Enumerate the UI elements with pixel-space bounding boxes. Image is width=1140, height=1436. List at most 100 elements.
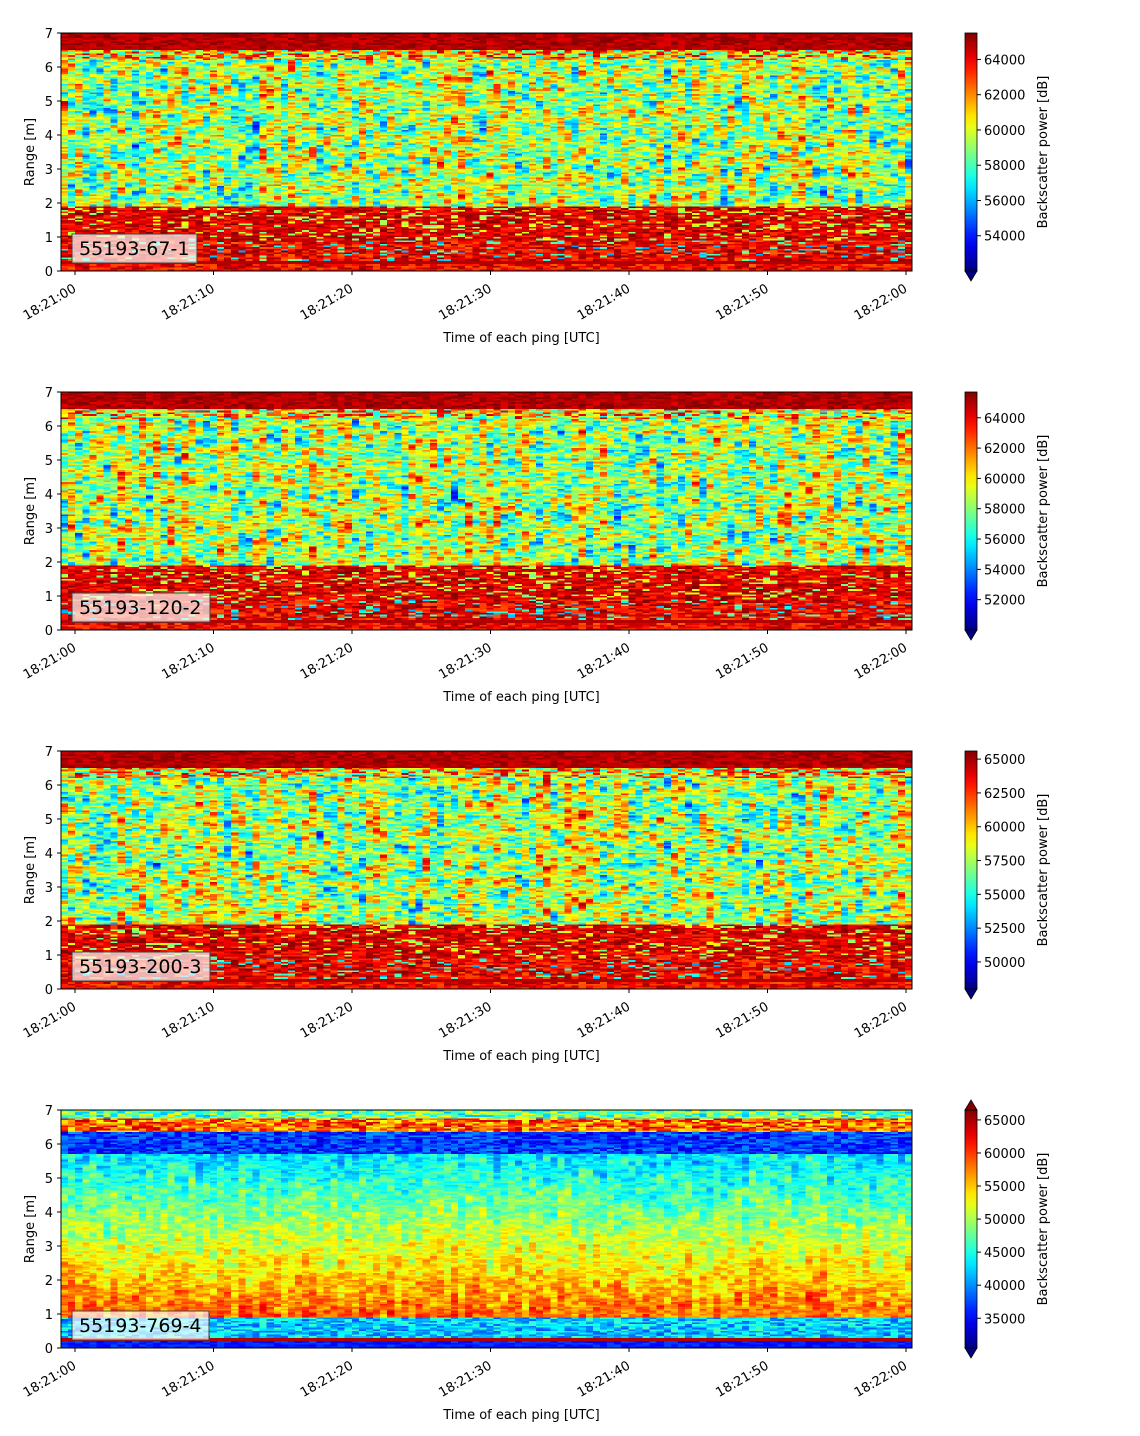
y-tick-label: 2 xyxy=(45,556,53,571)
colorbar-tick-label: 62000 xyxy=(984,442,1025,457)
y-tick-label: 2 xyxy=(45,915,53,930)
x-tick-label: 18:21:40 xyxy=(575,640,633,682)
x-axis-label: Time of each ping [UTC] xyxy=(442,1408,600,1423)
x-tick-label: 18:21:40 xyxy=(575,281,633,323)
y-tick-label: 5 xyxy=(45,813,53,828)
colorbar-extend-max xyxy=(964,1099,978,1111)
colorbar-label: Backscatter power [dB] xyxy=(1036,794,1051,947)
x-tick-label: 18:21:30 xyxy=(436,1358,494,1400)
colorbar-tick-label: 60000 xyxy=(984,821,1025,836)
colorbar-tick-label: 54000 xyxy=(984,563,1025,578)
colorbar-tick-label: 35000 xyxy=(984,1312,1025,1327)
colorbar-tick-label: 54000 xyxy=(984,230,1025,245)
profile-label-box xyxy=(71,592,211,623)
echogram-heatmap xyxy=(61,392,912,630)
colorbar-tick-label: 60000 xyxy=(984,124,1025,139)
x-tick-label: 18:21:40 xyxy=(575,999,633,1041)
y-tick-label: 5 xyxy=(45,95,53,110)
y-tick-label: 4 xyxy=(45,1206,53,1221)
y-tick-label: 6 xyxy=(45,779,53,794)
colorbar-tick-label: 45000 xyxy=(984,1246,1025,1261)
colorbar-extend-min xyxy=(964,1347,978,1359)
x-tick-label: 18:22:00 xyxy=(852,640,910,682)
x-tick-label: 18:22:00 xyxy=(852,999,910,1041)
x-axis-label: Time of each ping [UTC] xyxy=(442,1049,600,1064)
y-tick-label: 7 xyxy=(45,1104,53,1119)
x-tick-label: 18:21:50 xyxy=(713,1358,771,1400)
echogram-panel-1: 0 1 2 3 4 5 6 7 18:21:00 18:21:10 18:21:20 18:21:30… xyxy=(21,27,1051,346)
profile-label: 55193-120-2 xyxy=(79,597,202,619)
echogram-heatmap xyxy=(61,751,912,989)
colorbar-extend-min xyxy=(964,629,978,641)
profile-label-box xyxy=(71,233,198,264)
x-tick-label: 18:21:00 xyxy=(21,1358,79,1400)
colorbar-tick-label: 50000 xyxy=(984,1213,1025,1228)
echogram-panel-3: 0 1 2 3 4 5 6 7 18:21:00 18:21:10 18:21:20 18:21:30… xyxy=(21,745,1051,1064)
colorbar-tick-label: 56000 xyxy=(984,194,1025,209)
y-tick-label: 2 xyxy=(45,197,53,212)
x-tick-label: 18:21:00 xyxy=(21,281,79,323)
colorbar-tick-label: 52000 xyxy=(984,594,1025,609)
colorbar-tick-label: 40000 xyxy=(984,1279,1025,1294)
y-tick-label: 5 xyxy=(45,1172,53,1187)
x-tick-label: 18:22:00 xyxy=(852,1358,910,1400)
colorbar-tick-label: 58000 xyxy=(984,503,1025,518)
colorbar-extend-min xyxy=(964,270,978,282)
profile-label-box xyxy=(71,1310,210,1341)
y-tick-label: 7 xyxy=(45,27,53,42)
y-tick-label: 3 xyxy=(45,163,53,178)
x-tick-label: 18:21:10 xyxy=(159,1358,217,1400)
profile-label-box xyxy=(71,951,211,982)
plot-frame xyxy=(60,750,913,990)
colorbar-tick-label: 52500 xyxy=(984,922,1025,937)
y-tick-label: 3 xyxy=(45,881,53,896)
colorbar-tick-label: 57500 xyxy=(984,855,1025,870)
profile-label: 55193-769-4 xyxy=(79,1315,202,1337)
profile-label: 55193-67-1 xyxy=(79,238,189,260)
x-tick-label: 18:21:00 xyxy=(21,640,79,682)
y-axis-label: Range [m] xyxy=(23,836,38,904)
y-tick-label: 1 xyxy=(45,949,53,964)
x-axis-label: Time of each ping [UTC] xyxy=(442,690,600,705)
y-axis-label: Range [m] xyxy=(23,118,38,186)
colorbar xyxy=(964,750,978,990)
x-axis-label: Time of each ping [UTC] xyxy=(442,331,600,346)
x-tick-label: 18:21:20 xyxy=(298,640,356,682)
x-tick-label: 18:21:40 xyxy=(575,1358,633,1400)
colorbar-label: Backscatter power [dB] xyxy=(1036,1153,1051,1306)
colorbar-tick-label: 60000 xyxy=(984,1147,1025,1162)
colorbar-tick-label: 50000 xyxy=(984,956,1025,971)
plot-frame xyxy=(60,32,913,272)
colorbar-tick-label: 65000 xyxy=(984,1114,1025,1129)
colorbar xyxy=(964,32,978,272)
colorbar-tick-label: 64000 xyxy=(984,53,1025,68)
x-tick-label: 18:21:20 xyxy=(298,999,356,1041)
x-tick-label: 18:22:00 xyxy=(852,281,910,323)
x-tick-label: 18:21:10 xyxy=(159,999,217,1041)
y-tick-label: 6 xyxy=(45,1138,53,1153)
y-axis-label: Range [m] xyxy=(23,477,38,545)
x-tick-label: 18:21:00 xyxy=(21,999,79,1041)
echogram-heatmap xyxy=(61,33,912,271)
y-tick-label: 7 xyxy=(45,386,53,401)
x-tick-label: 18:21:50 xyxy=(713,999,771,1041)
x-tick-label: 18:21:30 xyxy=(436,281,494,323)
plot-frame xyxy=(60,1109,913,1349)
y-tick-label: 0 xyxy=(45,265,53,280)
x-tick-label: 18:21:50 xyxy=(713,640,771,682)
y-tick-label: 2 xyxy=(45,1274,53,1289)
colorbar-tick-label: 62500 xyxy=(984,787,1025,802)
colorbar xyxy=(964,1109,978,1349)
colorbar-tick-label: 62000 xyxy=(984,89,1025,104)
x-tick-label: 18:21:20 xyxy=(298,281,356,323)
colorbar xyxy=(964,391,978,631)
y-tick-label: 0 xyxy=(45,624,53,639)
colorbar-tick-label: 55000 xyxy=(984,888,1025,903)
y-axis-label: Range [m] xyxy=(23,1195,38,1263)
x-tick-label: 18:21:30 xyxy=(436,999,494,1041)
y-tick-label: 3 xyxy=(45,1240,53,1255)
y-tick-label: 1 xyxy=(45,590,53,605)
colorbar-tick-label: 60000 xyxy=(984,472,1025,487)
colorbar-tick-label: 58000 xyxy=(984,159,1025,174)
echogram-heatmap xyxy=(61,1110,912,1348)
